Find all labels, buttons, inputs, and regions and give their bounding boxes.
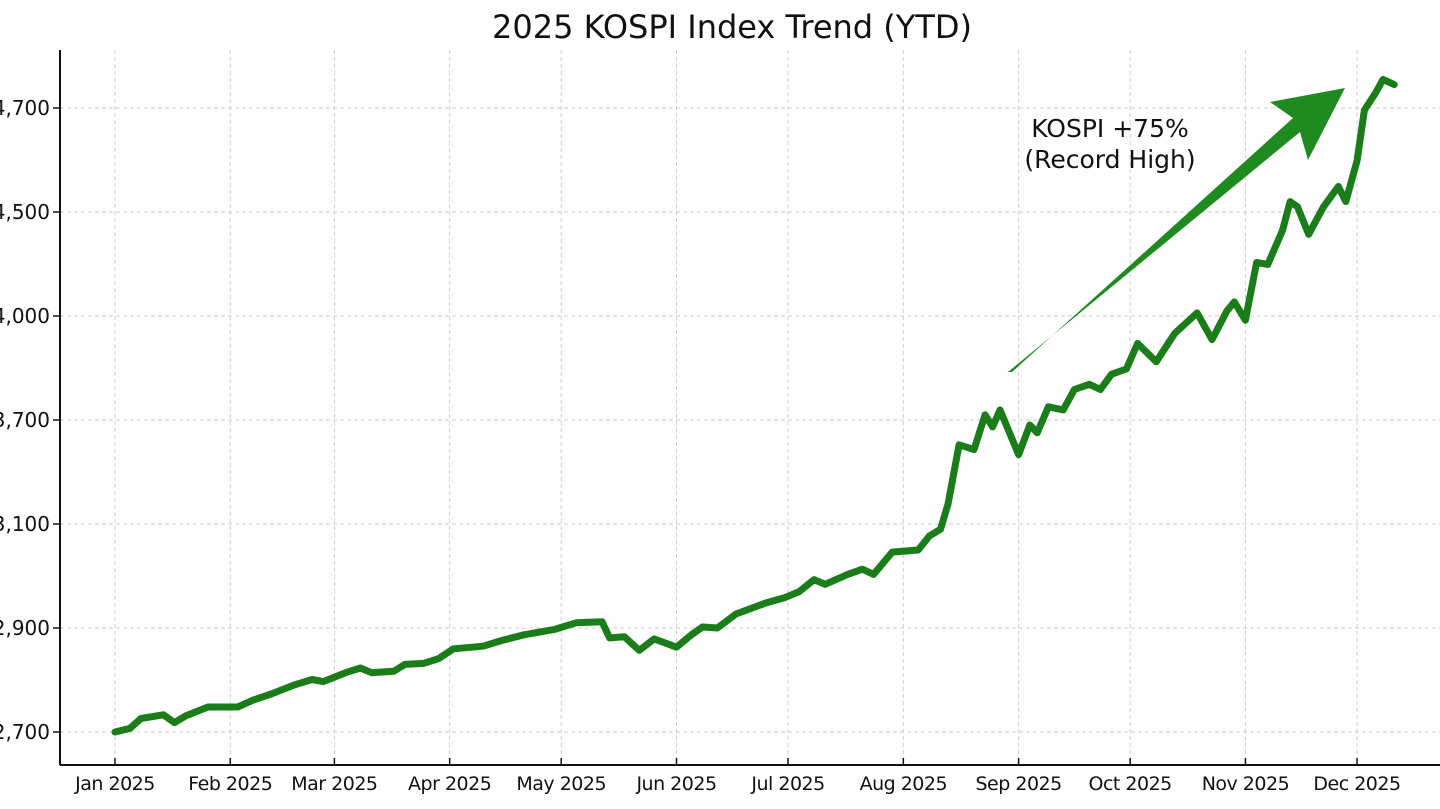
y-tick-label: 3,700 bbox=[0, 408, 50, 432]
x-tick-label: Oct 2025 bbox=[1089, 773, 1172, 795]
grid bbox=[60, 50, 1440, 765]
trend-arrow-icon bbox=[1008, 88, 1345, 372]
x-tick-label: May 2025 bbox=[516, 773, 606, 795]
y-tick-label: 3,100 bbox=[0, 512, 50, 536]
x-tick-label: Mar 2025 bbox=[291, 773, 377, 795]
y-axis: 2,700 2,900 3,100 3,700 4,000 4,500 4,700 bbox=[0, 96, 60, 744]
x-tick-label: Apr 2025 bbox=[408, 773, 491, 795]
x-axis: Jan 2025 Feb 2025 Mar 2025 Apr 2025 May 2025… bbox=[74, 758, 1401, 795]
x-tick-label: Feb 2025 bbox=[188, 773, 272, 795]
x-tick-label: Sep 2025 bbox=[976, 773, 1062, 795]
x-tick-label: Jun 2025 bbox=[635, 773, 716, 795]
x-tick-label: Aug 2025 bbox=[860, 773, 948, 795]
annotation-line-1: KOSPI +75% bbox=[1031, 114, 1188, 143]
chart-title: 2025 KOSPI Index Trend (YTD) bbox=[492, 8, 972, 46]
x-tick-label: Nov 2025 bbox=[1202, 773, 1289, 795]
y-tick-label: 2,900 bbox=[0, 616, 50, 640]
x-tick-label: Jul 2025 bbox=[750, 773, 824, 795]
y-tick-label: 4,000 bbox=[0, 304, 50, 328]
x-tick-label: Dec 2025 bbox=[1313, 773, 1400, 795]
series-line-kospi bbox=[111, 75, 1398, 736]
x-tick-label: Jan 2025 bbox=[74, 773, 155, 795]
y-tick-label: 4,700 bbox=[0, 96, 50, 120]
y-tick-label: 4,500 bbox=[0, 200, 50, 224]
annotation-line-2: (Record High) bbox=[1024, 145, 1195, 174]
y-tick-label: 2,700 bbox=[0, 720, 50, 744]
